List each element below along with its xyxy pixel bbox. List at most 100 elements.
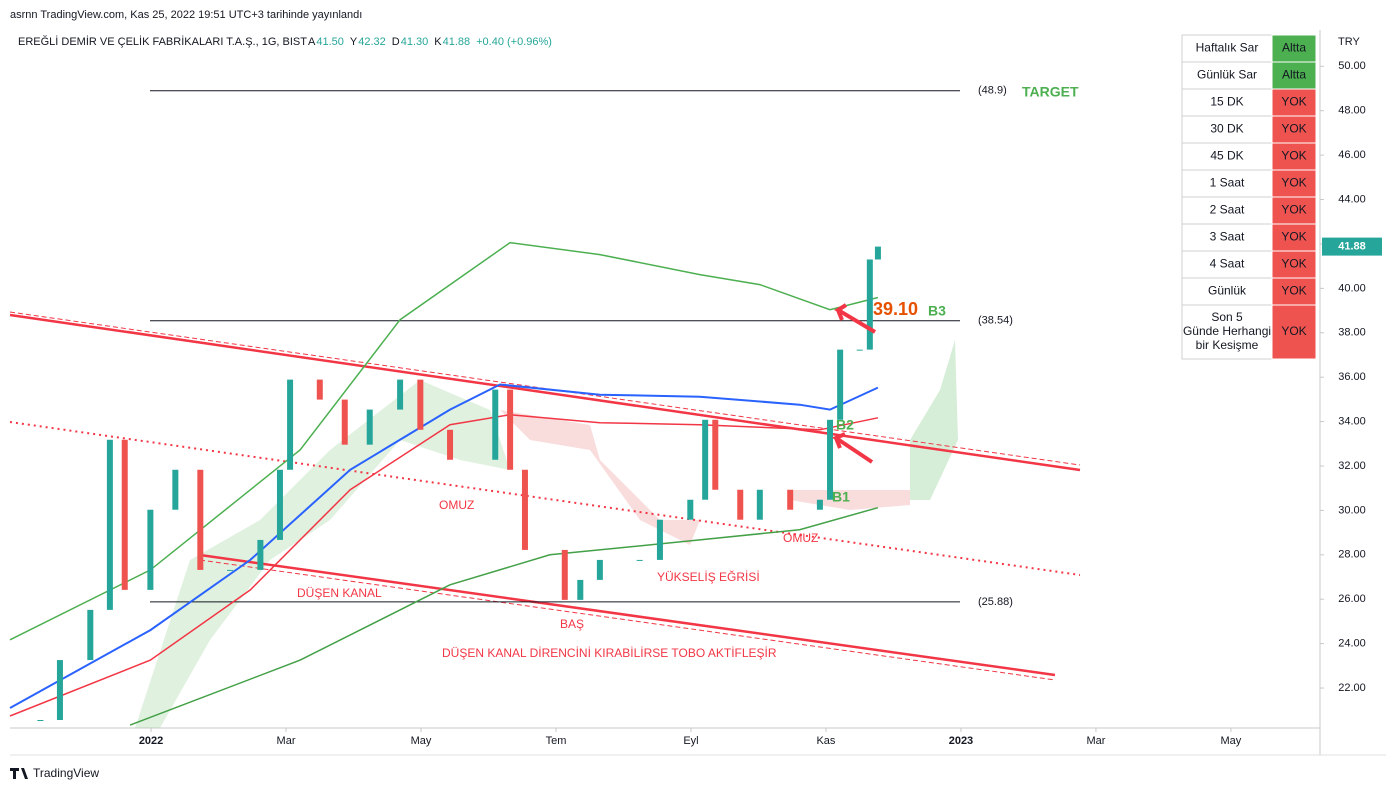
table-label: 30 DK <box>1210 122 1243 136</box>
x-tick-label: May <box>1221 735 1242 747</box>
status-cell <box>1271 169 1317 198</box>
candle <box>341 399 348 445</box>
level-label: (25.88) <box>978 596 1013 608</box>
candle <box>106 439 113 610</box>
status-cell <box>1271 223 1317 252</box>
candle <box>521 469 528 550</box>
x-tick-label: 2023 <box>949 735 973 747</box>
indicator-line <box>9 413 879 717</box>
level-label: (38.54) <box>978 315 1013 327</box>
candle <box>866 259 873 350</box>
arrow <box>834 303 877 334</box>
y-tick-label: 22.00 <box>1338 682 1366 694</box>
y-tick-label: 30.00 <box>1338 504 1366 516</box>
ohlc-value: 42.32 <box>358 36 386 48</box>
table-status: YOK <box>1281 176 1306 190</box>
table-status: YOK <box>1281 149 1306 163</box>
annotation: 39.10 <box>873 299 918 319</box>
table-label: Günlük <box>1208 284 1247 298</box>
candle <box>276 469 283 540</box>
annotation: YÜKSELİŞ EĞRİSİ <box>657 569 760 584</box>
table-cell <box>1181 277 1273 306</box>
table-cell <box>1181 88 1273 117</box>
status-cell <box>1271 34 1317 63</box>
candle <box>121 439 128 590</box>
y-tick-label: 32.00 <box>1338 460 1366 472</box>
indicator-line <box>9 383 879 709</box>
x-tick-label: May <box>411 735 432 747</box>
arrow <box>831 432 874 464</box>
indicator-line <box>9 241 879 641</box>
annotation: B2 <box>836 417 854 433</box>
table-cell <box>1181 223 1273 252</box>
last-price-label: 41.88 <box>1338 241 1366 253</box>
x-tick-label: Mar <box>277 735 296 747</box>
candle <box>787 489 794 510</box>
candle <box>417 379 424 430</box>
x-tick-label: 2022 <box>139 735 163 747</box>
table-status: YOK <box>1281 122 1306 136</box>
candle <box>687 499 694 520</box>
table-status: YOK <box>1281 203 1306 217</box>
table-cell <box>1181 196 1273 225</box>
x-tick-label: Kas <box>816 735 835 747</box>
table-status: Altta <box>1282 41 1306 55</box>
table-status: YOK <box>1281 230 1306 244</box>
annotation: B1 <box>832 489 850 505</box>
candle <box>737 489 744 520</box>
candle <box>147 509 154 590</box>
y-tick-label: 24.00 <box>1338 638 1366 650</box>
table-status: YOK <box>1281 257 1306 271</box>
ohlc-value: 41.50 <box>316 36 344 48</box>
candle <box>56 660 63 721</box>
cloud <box>910 340 958 500</box>
indicator-line <box>129 506 879 726</box>
y-tick-label: 38.00 <box>1338 327 1366 339</box>
candle <box>492 389 499 460</box>
y-tick-label: 34.00 <box>1338 415 1366 427</box>
candle <box>827 419 834 500</box>
table-label: Son 5 Günde Herhangi bir Kesişme <box>1183 310 1271 352</box>
y-tick-label: 26.00 <box>1338 593 1366 605</box>
candle <box>172 469 179 510</box>
ohlc-key: A <box>308 36 316 48</box>
annotation: BAŞ <box>560 617 584 631</box>
table-label: 45 DK <box>1210 149 1243 163</box>
x-tick-label: Mar <box>1086 735 1105 747</box>
candle <box>712 419 719 490</box>
table-label: Günlük Sar <box>1197 68 1257 82</box>
table-label: 2 Saat <box>1210 203 1245 217</box>
candle <box>507 389 514 470</box>
ohlc-key: Y <box>350 36 358 48</box>
table-label: 4 Saat <box>1210 257 1245 271</box>
annotation: OMUZ <box>439 498 474 512</box>
candle <box>656 519 663 560</box>
y-tick-label: 40.00 <box>1338 282 1366 294</box>
candle <box>316 379 323 400</box>
table-cell <box>1181 142 1273 171</box>
candle <box>197 469 204 570</box>
ohlc: A 41.50 Y 42.32 D 41.30 K 41.88 +0.40 (+0.96%) <box>308 36 552 48</box>
footer: TradingView <box>33 766 99 780</box>
last-price-tag <box>1322 237 1382 256</box>
candle <box>702 419 709 500</box>
table-label: 15 DK <box>1210 95 1243 109</box>
candle <box>87 609 94 661</box>
candle <box>756 489 763 520</box>
cloud <box>500 410 700 545</box>
candle <box>287 379 294 470</box>
level-label: (48.9) <box>978 85 1007 97</box>
logo <box>10 768 28 779</box>
status-cell <box>1271 277 1317 306</box>
candle <box>636 559 643 561</box>
candle <box>257 539 264 570</box>
status-cell <box>1271 88 1317 117</box>
candle <box>447 429 454 460</box>
x-tick-label: Tem <box>546 735 567 747</box>
cloud <box>135 380 510 728</box>
ohlc-value: 41.88 <box>443 36 471 48</box>
candle <box>874 246 881 260</box>
table-status: YOK <box>1281 95 1306 109</box>
